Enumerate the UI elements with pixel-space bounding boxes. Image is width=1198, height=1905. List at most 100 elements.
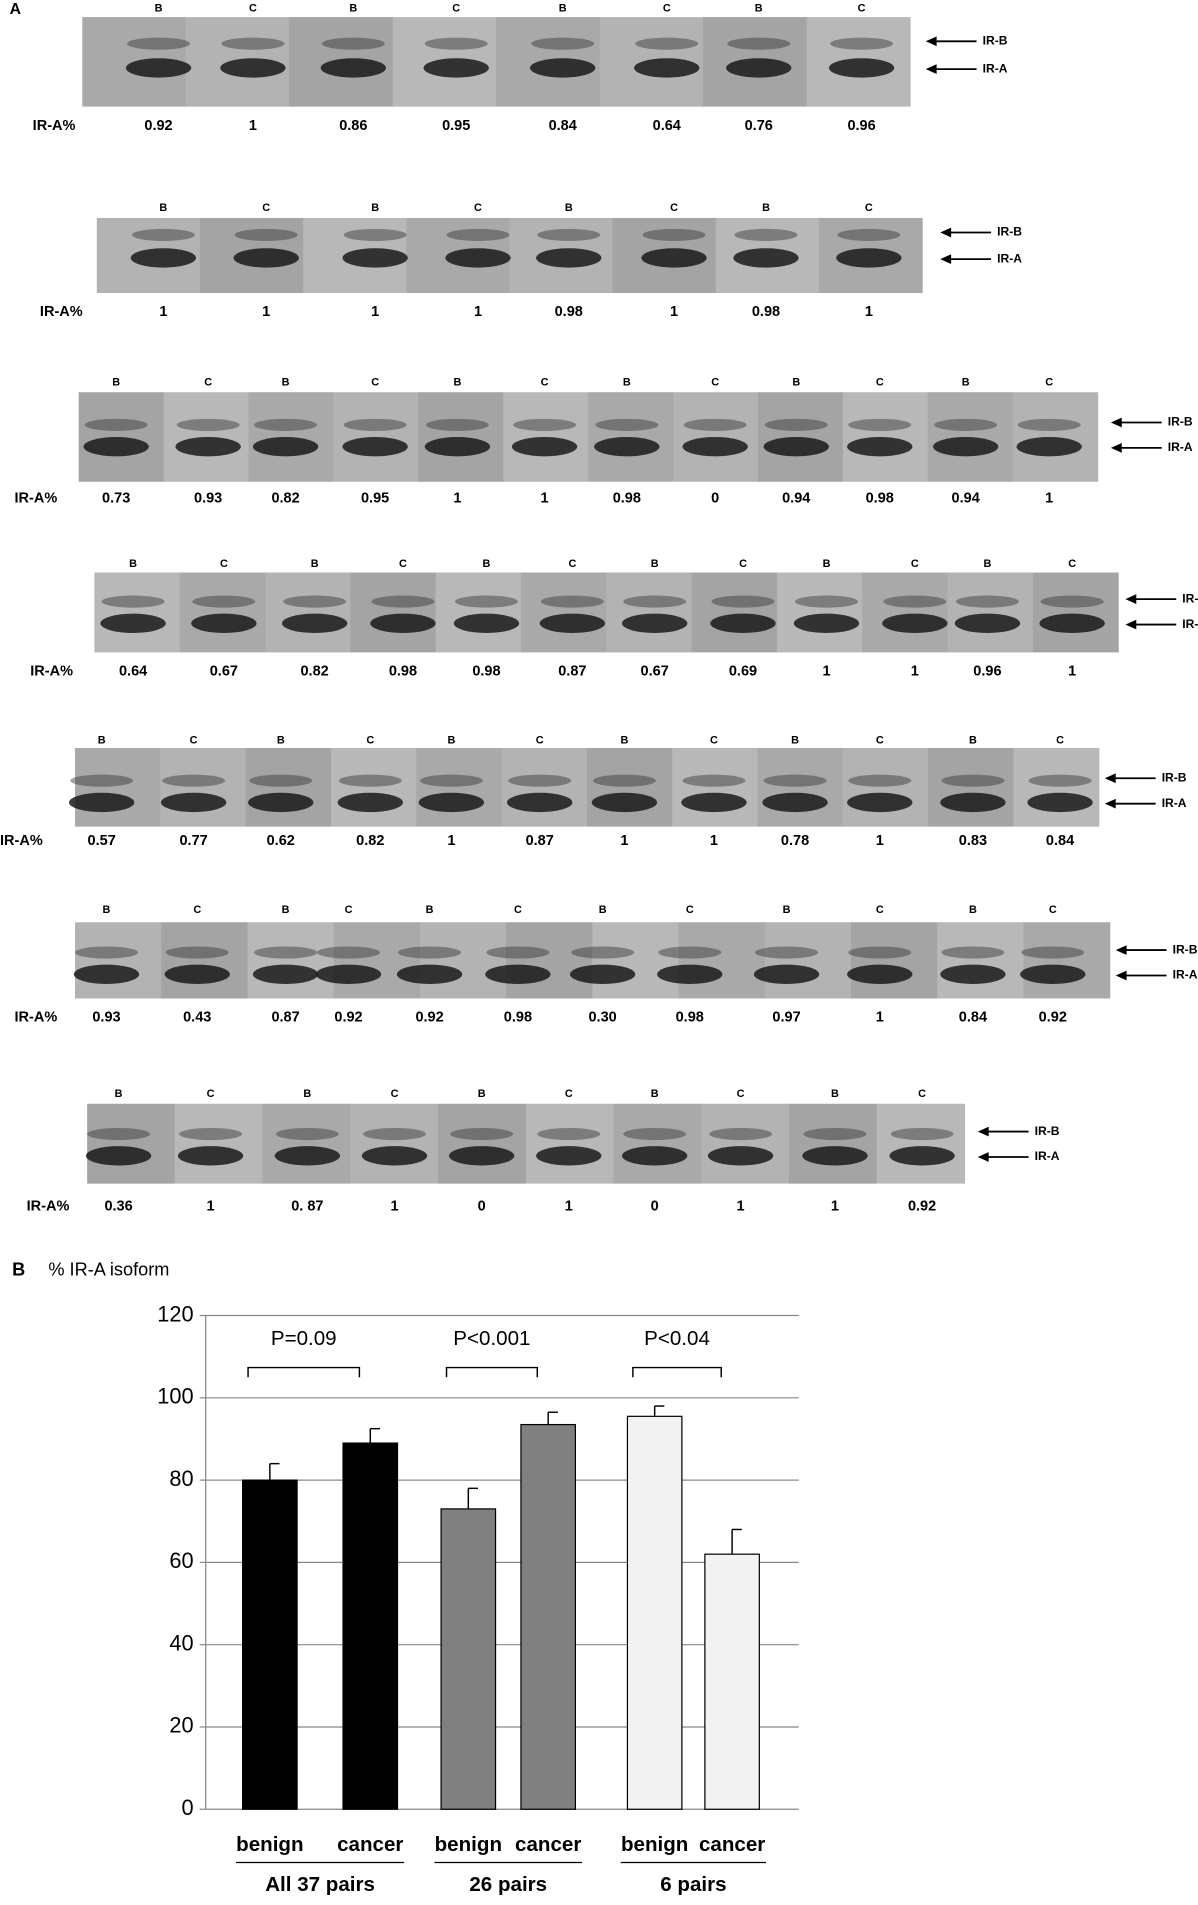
ir-a-value: 0.92 [1039, 1010, 1067, 1026]
lane-label: B [969, 735, 977, 747]
gel-lane [606, 572, 693, 653]
ir-a-value: 1 [249, 118, 257, 134]
band-ir-a [160, 792, 227, 813]
ir-a-value: 1 [207, 1198, 215, 1214]
lane-label: B [483, 558, 491, 570]
ir-a-value: 0.84 [549, 118, 577, 134]
band-ir-b [454, 595, 518, 608]
band-ir-a [507, 792, 573, 813]
gel-lane [506, 922, 593, 999]
lane-label: C [918, 1088, 926, 1100]
lane-label: B [823, 558, 831, 570]
lane-label: B [371, 202, 379, 214]
row-label: IR-A% [40, 304, 83, 320]
band-ir-a [73, 964, 140, 984]
band-ir-a [418, 792, 485, 813]
band-label: IR-B [1173, 942, 1198, 956]
ir-a-value: 0.92 [144, 118, 172, 134]
band-ir-b [249, 774, 313, 787]
bar [342, 1442, 399, 1810]
ir-a-value: 1 [474, 304, 482, 320]
lane-label: B [155, 2, 163, 14]
band-ir-a [342, 248, 408, 268]
group-label: 6 pairs [660, 1873, 726, 1896]
ir-a-value: 0.98 [866, 491, 894, 507]
band-ir-b [424, 37, 488, 50]
band-ir-a [634, 58, 700, 78]
ir-a-value: 0.64 [119, 664, 147, 680]
row-label: IR-A% [15, 1010, 58, 1026]
gel-lane [350, 572, 437, 653]
band-ir-b [398, 946, 462, 959]
y-tick-label: 60 [169, 1548, 193, 1573]
gel-lane [876, 1103, 966, 1184]
ir-a-value: 0.94 [782, 491, 810, 507]
band-label: IR-B [1035, 1124, 1060, 1138]
band-ir-b [683, 418, 747, 431]
gel-lane [435, 572, 522, 653]
gel-lane [75, 922, 162, 999]
band-label: IR-A [983, 61, 1008, 75]
ir-a-value: 0.98 [613, 491, 641, 507]
significance-bracket [445, 1366, 539, 1378]
ir-a-value: 0.92 [415, 1010, 443, 1026]
gel-lane [862, 572, 949, 653]
panel-label: B [12, 1260, 25, 1280]
band-ir-a [252, 436, 319, 457]
lane-label: B [282, 904, 290, 916]
ir-a-value: 0.98 [752, 304, 780, 320]
band-ir-b [848, 946, 912, 959]
band-ir-a [164, 964, 230, 984]
ir-a-value: 1 [911, 664, 919, 680]
ir-a-value: 0.84 [959, 1010, 987, 1026]
band-ir-b [763, 774, 827, 787]
gel-lane [174, 1103, 264, 1184]
ir-a-value: 0 [478, 1198, 486, 1214]
ir-a-value: 1 [1068, 664, 1076, 680]
band-ir-a [361, 1146, 428, 1166]
band-ir-b [84, 418, 148, 431]
band-ir-b [642, 228, 706, 241]
group-label: All 37 pairs [265, 1873, 375, 1896]
band-ir-a [424, 436, 491, 457]
gel-lane [842, 747, 929, 827]
band-label: IR-A [1035, 1149, 1060, 1163]
band-ir-b [87, 1127, 151, 1141]
band-ir-b [234, 228, 298, 241]
ir-a-value: 1 [541, 491, 549, 507]
band-label: IR-A [1182, 617, 1198, 631]
band-ir-b [934, 418, 998, 431]
lane-label: B [792, 376, 800, 388]
band-ir-b [1040, 595, 1104, 608]
ir-a-value: 0.82 [271, 491, 299, 507]
ir-a-value: 0.94 [952, 491, 980, 507]
ir-a-value: 0.86 [339, 118, 367, 134]
ir-a-value: 1 [737, 1198, 745, 1214]
ir-a-value: 0.67 [641, 664, 669, 680]
band-ir-a [847, 964, 913, 984]
gel-lane [248, 392, 334, 482]
lane-label: C [739, 558, 747, 570]
band-ir-a [220, 58, 286, 78]
band-ir-b [131, 228, 195, 241]
row-label: IR-A% [27, 1198, 70, 1214]
band-ir-b [658, 946, 722, 959]
gel-lane [588, 392, 674, 482]
band-ir-a [802, 1146, 868, 1166]
lane-label: B [277, 735, 285, 747]
band-ir-b [371, 595, 435, 608]
lane-label: B [311, 558, 319, 570]
x-tick-label: benign [621, 1833, 688, 1856]
gel-lane [586, 747, 673, 827]
ir-a-value: 0.96 [847, 118, 875, 134]
band-ir-a [191, 613, 257, 634]
lane-label: C [220, 558, 228, 570]
lane-label: C [1045, 376, 1053, 388]
gel-lane [179, 572, 266, 653]
lane-label: C [711, 376, 719, 388]
band-ir-b [830, 37, 894, 50]
lane-label: C [1056, 735, 1064, 747]
gel-lane [501, 747, 588, 827]
gel-lane [75, 747, 161, 827]
ir-a-value: 1 [670, 304, 678, 320]
